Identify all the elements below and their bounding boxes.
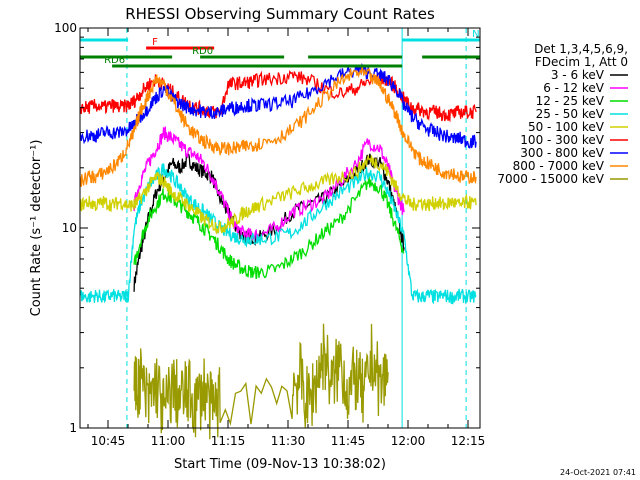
legend-header-line-2: FDecim 1, Att 0: [535, 55, 628, 69]
legend-label: 50 - 100 keV: [528, 120, 605, 134]
series-line-25-50-kev: [79, 163, 477, 305]
series-line-300-800-kev: [79, 63, 477, 149]
y-axis-label: Count Rate (s⁻¹ detector⁻¹): [29, 140, 44, 317]
legend-label: 12 - 25 keV: [536, 94, 605, 108]
legend-label: 7000 - 15000 keV: [497, 172, 604, 186]
x-tick-label: 10:45: [91, 434, 126, 448]
x-tick-label: 12:15: [451, 434, 486, 448]
flag-label: F: [152, 37, 158, 48]
axes: 1 10 100 10:45 11:00 11:15 11:30 11:45 12:00 12:1…: [54, 21, 485, 448]
y-tick-label: 1: [69, 421, 77, 435]
flag-label: RD6: [104, 55, 125, 66]
legend-header-line-1: Det 1,3,4,5,6,9,: [534, 42, 628, 56]
x-tick-label: 11:00: [151, 434, 186, 448]
x-tick-label: 11:45: [331, 434, 366, 448]
flag-label: N: [472, 29, 479, 40]
generated-timestamp: 24-Oct-2021 07:41: [560, 468, 636, 477]
legend-label: 25 - 50 keV: [536, 107, 605, 121]
legend-label: 100 - 300 keV: [520, 133, 604, 147]
y-tick-label: 100: [54, 21, 77, 35]
flag-label: RD0: [192, 46, 213, 57]
x-tick-label: 11:30: [271, 434, 306, 448]
legend-label: 6 - 12 keV: [543, 81, 605, 95]
legend: Det 1,3,4,5,6,9, FDecim 1, Att 0 3 - 6 k…: [497, 42, 628, 186]
series-layer: [79, 63, 477, 440]
series-line-100-300-kev: [79, 69, 477, 123]
series-line-7000-15000-kev: [133, 323, 389, 440]
series-line-12-25-kev: [133, 176, 405, 280]
series-line-800-7000-kev: [79, 66, 477, 187]
flag-bars: N F RD0 RD6: [80, 29, 480, 68]
series-line-6-12-kev: [133, 126, 405, 242]
y-tick-label: 10: [62, 221, 77, 235]
chart-title: RHESSI Observing Summary Count Rates: [125, 5, 435, 23]
legend-label: 300 - 800 keV: [520, 146, 604, 160]
legend-label: 800 - 7000 keV: [513, 159, 605, 173]
x-axis-label: Start Time (09-Nov-13 10:38:02): [174, 457, 386, 472]
x-tick-label: 11:15: [211, 434, 246, 448]
series-line-50-100-kev: [79, 154, 477, 235]
x-tick-label: 12:00: [391, 434, 426, 448]
legend-label: 3 - 6 keV: [551, 68, 605, 82]
